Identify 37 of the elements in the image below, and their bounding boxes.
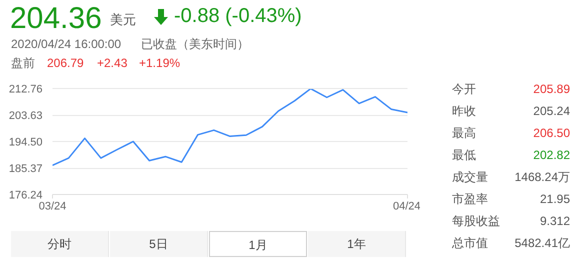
text: 5日 — [110, 231, 208, 257]
text: 202.82 — [533, 147, 570, 164]
text: 已收盘（美东时间） — [141, 36, 249, 53]
text: 9.312 — [540, 213, 570, 230]
y-tick-label: 185.37 — [8, 163, 43, 175]
text: 204.36 — [10, 2, 102, 35]
y-tick-label: 176.24 — [8, 190, 43, 202]
text: 每股收益 — [452, 213, 500, 230]
text: 美元 — [110, 11, 136, 29]
text: 1年 — [308, 231, 406, 257]
y-tick-label: 203.63 — [8, 110, 43, 122]
text: 总市值 — [452, 235, 488, 252]
text: -0.88 (-0.43%) — [174, 4, 302, 29]
text: 205.89 — [533, 81, 570, 98]
x-tick-label: 03/24 — [38, 200, 66, 212]
text: 成交量 — [452, 169, 488, 186]
text: 205.24 — [533, 103, 570, 120]
text: +2.43 — [97, 55, 128, 72]
text: 分时 — [11, 231, 109, 257]
text: 昨收 — [452, 103, 476, 120]
y-tick-label: 194.50 — [8, 136, 43, 148]
text: 2020/04/24 16:00:00 — [11, 36, 122, 53]
text: 最高 — [452, 125, 476, 142]
text: +1.19% — [139, 55, 180, 72]
text: 最低 — [452, 147, 476, 164]
text: 21.95 — [540, 191, 570, 208]
text: 1月 — [209, 231, 307, 257]
text: 盘前 — [11, 55, 35, 72]
text: 5482.41亿 — [514, 235, 570, 252]
x-tick-label: 04/24 — [392, 200, 421, 212]
text: 206.50 — [533, 125, 570, 142]
text: 今开 — [452, 81, 476, 98]
text: 市盈率 — [452, 191, 488, 208]
text: 1468.24万 — [514, 169, 570, 186]
text: 206.79 — [47, 55, 84, 72]
line-series — [52, 88, 408, 166]
y-tick-label: 212.76 — [8, 84, 43, 96]
